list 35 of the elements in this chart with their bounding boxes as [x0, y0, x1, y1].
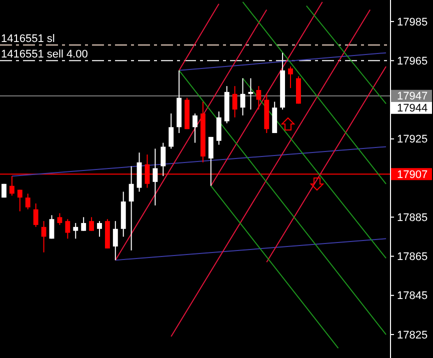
candlestick	[232, 86, 238, 118]
candlestick	[57, 212, 62, 226]
y-tick-label: 17985	[397, 16, 428, 28]
candlestick	[49, 214, 54, 240]
candlestick	[248, 78, 254, 110]
candlestick	[160, 142, 166, 177]
candlestick	[89, 216, 94, 232]
candlestick	[216, 111, 222, 146]
ref-line-label: 1416551 sell 4.00	[1, 48, 88, 61]
candlestick	[97, 220, 102, 238]
candlestick	[73, 222, 78, 240]
y-tick-label: 17845	[397, 290, 428, 302]
y-tick-label: 17885	[397, 212, 428, 224]
candlestick	[33, 202, 38, 228]
ref-line-label: 17907	[397, 168, 428, 181]
candlestick	[65, 218, 70, 240]
candlestick	[25, 193, 30, 210]
candlestick	[168, 112, 174, 150]
candlestick	[208, 136, 214, 186]
y-tick-label: 17965	[397, 55, 428, 68]
candlestick	[240, 78, 246, 116]
candlestick	[288, 66, 293, 89]
text: 17944	[397, 102, 428, 115]
candlestick	[81, 216, 86, 232]
candlestick	[152, 148, 158, 206]
candlestick	[128, 166, 134, 251]
ref-line-label: 1416551 sl	[1, 32, 55, 45]
candlestick	[256, 86, 262, 110]
y-tick-label: 17865	[397, 251, 428, 264]
candlestick	[112, 220, 118, 261]
candlestick	[192, 112, 198, 144]
candlestick	[17, 189, 22, 212]
y-tick-label: 17925	[397, 134, 428, 146]
y-tick-label: 17825	[397, 329, 428, 342]
ref-line-label: 17947	[397, 90, 428, 103]
